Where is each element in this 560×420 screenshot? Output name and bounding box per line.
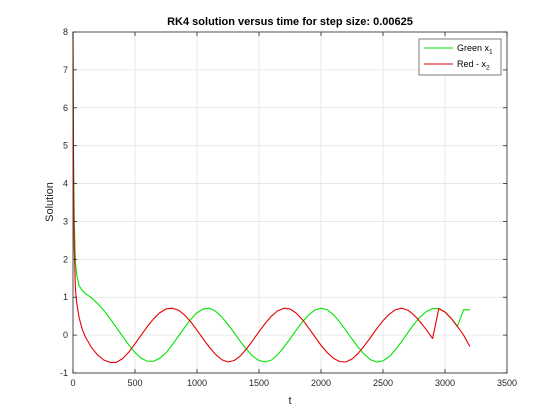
series-layer	[72, 31, 471, 363]
x-axis-label: t	[288, 395, 291, 407]
y-axis-label: Solution	[44, 182, 56, 222]
legend-label-green: Green x1	[457, 43, 493, 56]
x-tick-label: 0	[70, 378, 75, 388]
y-tick-label: 6	[63, 103, 68, 113]
x-tick-label: 500	[127, 378, 142, 388]
y-tick-label: 2	[63, 254, 68, 264]
y-tick-label: 1	[63, 292, 68, 302]
y-tick-label: 5	[63, 141, 68, 151]
axes-box	[72, 31, 508, 374]
y-tick-label: 3	[63, 216, 68, 226]
x-tick-label: 1500	[249, 378, 269, 388]
legend-box	[418, 38, 502, 76]
series-line-green	[72, 31, 470, 363]
x-tick-label: 3000	[435, 378, 455, 388]
x-tick-label: 2500	[373, 378, 393, 388]
y-tick-label: 8	[63, 27, 68, 37]
plot-area	[73, 32, 507, 373]
legend: Green x1 Red - x2	[418, 38, 502, 76]
series-line-red	[72, 31, 471, 363]
y-tick-label: -1	[60, 368, 68, 378]
chart-title: RK4 solution versus time for step size: …	[167, 16, 413, 28]
legend-red-subscript: 2	[486, 65, 490, 72]
legend-green-name: Green x	[457, 43, 490, 53]
x-tick-label: 1000	[187, 378, 207, 388]
y-tick-label: 0	[63, 330, 68, 340]
y-tick-label: 4	[63, 179, 68, 189]
y-tick-label: 7	[63, 65, 68, 75]
legend-red-name: Red - x	[457, 59, 487, 69]
x-tick-label: 2000	[311, 378, 331, 388]
legend-green-subscript: 1	[489, 49, 493, 56]
legend-label-red: Red - x2	[457, 59, 490, 72]
x-tick-label: 3500	[497, 378, 517, 388]
